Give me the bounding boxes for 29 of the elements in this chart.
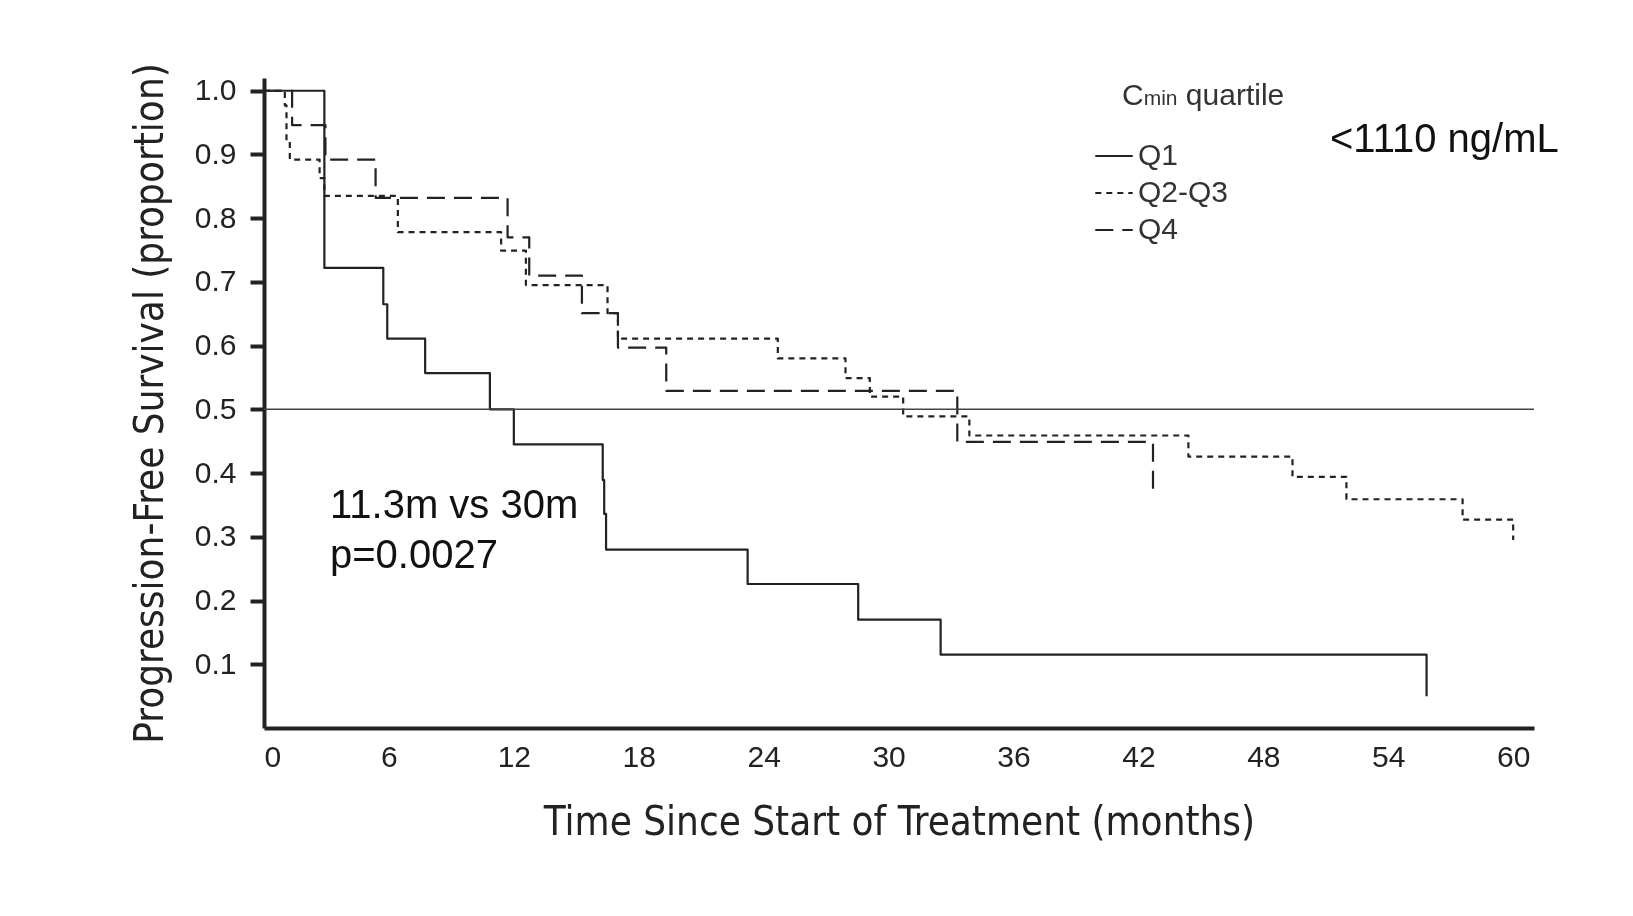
annotation: p=0.0027 xyxy=(330,532,498,577)
x-tick-label: 36 xyxy=(997,739,1031,773)
annotation: 11.3m vs 30m xyxy=(330,482,579,527)
x-tick-label: 0 xyxy=(264,739,282,773)
y-tick-label: 0.7 xyxy=(194,264,237,298)
y-tick-label: 0.4 xyxy=(194,455,237,489)
legend-label: Q2-Q3 xyxy=(1138,175,1229,208)
annotation: <1110 ng/mL xyxy=(1330,116,1559,161)
y-axis-title: Progression-Free Survival (proportion) xyxy=(125,63,172,744)
legend-label: Q1 xyxy=(1138,138,1179,171)
x-tick-label: 54 xyxy=(1372,739,1406,773)
y-tick-label: 0.3 xyxy=(194,519,237,553)
legend-label: Q4 xyxy=(1138,212,1179,245)
x-tick-label: 24 xyxy=(747,739,781,773)
x-tick-label: 30 xyxy=(872,739,906,773)
x-tick-label: 60 xyxy=(1496,739,1531,773)
y-tick-label: 0.1 xyxy=(194,646,237,680)
x-tick-label: 18 xyxy=(622,739,656,773)
x-axis-title: Time Since Start of Treatment (months) xyxy=(542,797,1256,844)
y-tick-label: 0.9 xyxy=(194,136,237,170)
y-tick-label: 0.2 xyxy=(194,583,237,617)
y-tick-label: 0.8 xyxy=(194,200,237,234)
y-tick-label: 0.6 xyxy=(194,328,237,362)
y-tick-label: 1.0 xyxy=(194,73,237,107)
x-tick-label: 6 xyxy=(381,739,398,773)
x-tick-label: 48 xyxy=(1247,739,1281,773)
x-tick-label: 12 xyxy=(497,739,532,773)
x-tick-label: 42 xyxy=(1122,739,1156,773)
y-tick-label: 0.5 xyxy=(194,391,237,425)
